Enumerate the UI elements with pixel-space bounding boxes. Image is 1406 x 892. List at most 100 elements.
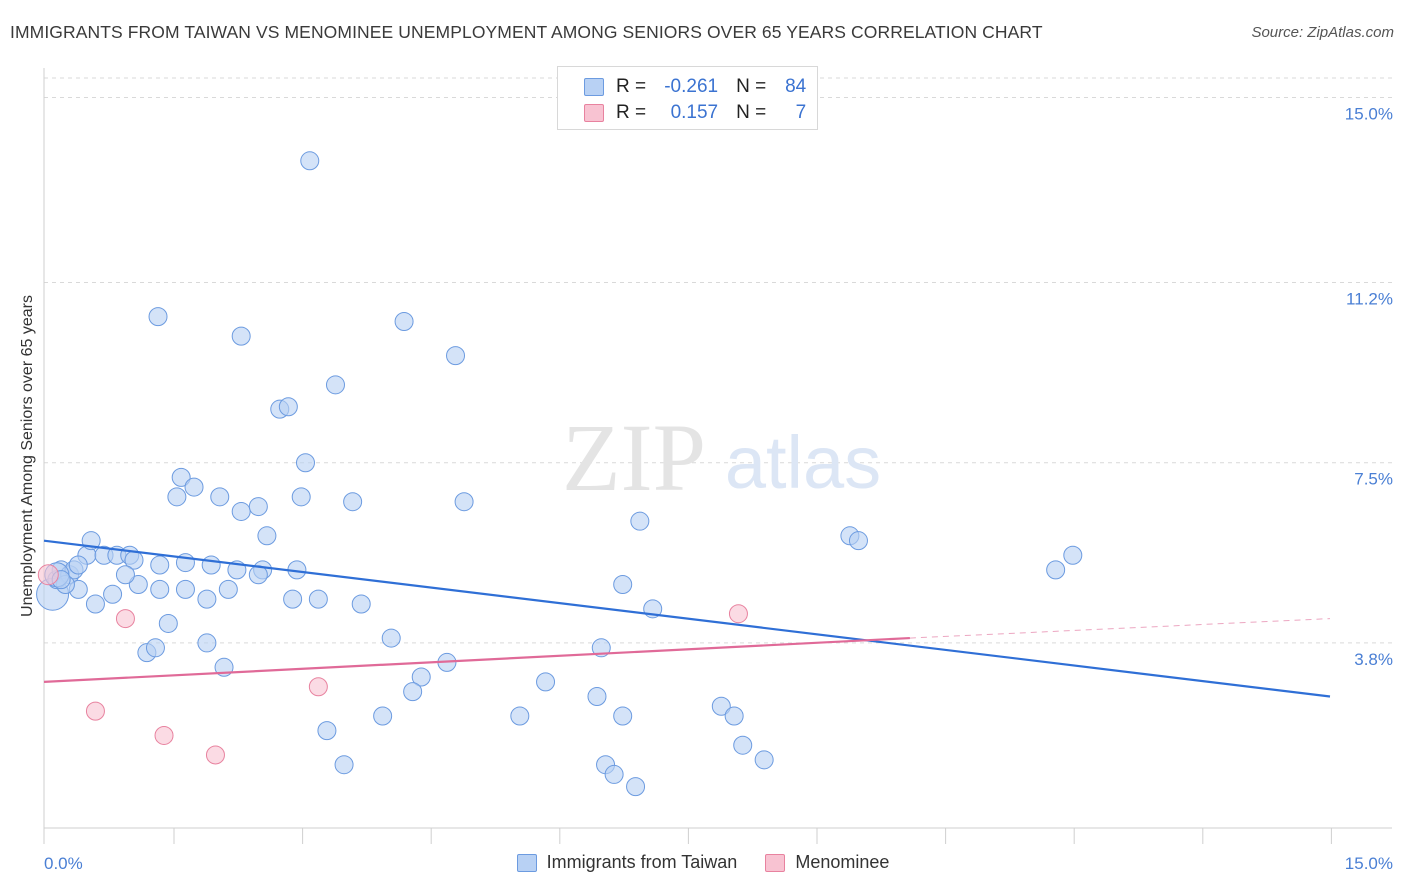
point-taiwan[interactable] (613, 574, 633, 594)
point-taiwan[interactable] (158, 613, 178, 633)
point-menominee[interactable] (728, 604, 748, 624)
watermark-zip: ZIP (562, 404, 706, 511)
point-taiwan[interactable] (334, 755, 354, 775)
point-taiwan[interactable] (626, 777, 646, 797)
legend-swatch-blue (584, 78, 604, 96)
legend-r-value: -0.261 (664, 76, 719, 97)
legend-swatch-pink (765, 853, 786, 872)
point-taiwan[interactable] (197, 589, 217, 609)
stats-legend: R = -0.261 N = 84 R = 0.157 N = 7 (557, 66, 818, 130)
point-taiwan[interactable] (128, 574, 148, 594)
point-taiwan[interactable] (201, 555, 221, 575)
point-taiwan[interactable] (115, 565, 135, 585)
chart-title: IMMIGRANTS FROM TAIWAN VS MENOMINEE UNEM… (10, 22, 1043, 42)
point-taiwan[interactable] (317, 721, 337, 741)
point-taiwan[interactable] (145, 638, 165, 658)
point-taiwan[interactable] (394, 312, 414, 332)
point-taiwan[interactable] (630, 511, 650, 531)
point-taiwan[interactable] (604, 764, 624, 784)
point-taiwan[interactable] (150, 579, 170, 599)
legend-r-label: R = (616, 76, 647, 97)
point-taiwan[interactable] (68, 555, 88, 575)
point-taiwan[interactable] (197, 633, 217, 653)
point-taiwan[interactable] (754, 750, 774, 770)
point-menominee[interactable] (37, 564, 59, 586)
point-taiwan[interactable] (85, 594, 105, 614)
point-layer (36, 151, 1083, 797)
legend-swatch-blue (516, 853, 537, 872)
legend-row-taiwan: R = -0.261 N = 84 (584, 75, 806, 99)
legend-label-taiwan: Immigrants from Taiwan (546, 852, 738, 872)
point-taiwan[interactable] (171, 467, 191, 487)
legend-item-taiwan[interactable]: Immigrants from Taiwan (516, 852, 738, 873)
point-taiwan[interactable] (210, 487, 230, 507)
point-taiwan[interactable] (848, 531, 868, 551)
point-taiwan[interactable] (257, 526, 277, 546)
point-taiwan[interactable] (587, 687, 607, 707)
x-tick-label-max: 15.0% (1345, 854, 1393, 873)
point-taiwan[interactable] (446, 346, 466, 366)
trendline-taiwan (43, 539, 1331, 698)
y-tick-label: 15.0% (1345, 104, 1393, 123)
point-taiwan[interactable] (278, 397, 298, 417)
point-menominee[interactable] (115, 609, 135, 629)
point-taiwan[interactable] (291, 487, 311, 507)
trend-layer (43, 539, 1331, 698)
point-taiwan[interactable] (711, 696, 731, 716)
legend-n-label: N = (736, 76, 767, 97)
point-taiwan[interactable] (248, 497, 268, 517)
legend-n-value: 7 (795, 102, 807, 123)
y-tick-label: 7.5% (1354, 470, 1393, 489)
point-taiwan[interactable] (184, 477, 204, 497)
series-legend: Immigrants from Taiwan Menominee (0, 852, 1406, 873)
point-taiwan[interactable] (218, 579, 238, 599)
axis-layer: 3.8% 7.5% 11.2% 15.0% 0.0% 15.0% (43, 68, 1393, 873)
point-taiwan[interactable] (308, 589, 328, 609)
point-taiwan[interactable] (510, 706, 530, 726)
point-taiwan[interactable] (283, 589, 303, 609)
point-taiwan[interactable] (150, 555, 170, 575)
legend-item-menominee[interactable]: Menominee (765, 852, 889, 873)
point-taiwan[interactable] (148, 307, 168, 327)
point-taiwan[interactable] (351, 594, 371, 614)
source-label: Source: ZipAtlas.com (1251, 24, 1394, 41)
point-menominee[interactable] (85, 701, 105, 721)
point-taiwan[interactable] (325, 375, 345, 395)
point-taiwan[interactable] (454, 492, 474, 512)
point-menominee[interactable] (205, 745, 225, 765)
point-menominee[interactable] (308, 677, 328, 697)
point-taiwan[interactable] (411, 667, 431, 687)
point-taiwan[interactable] (1063, 545, 1083, 565)
point-taiwan[interactable] (613, 706, 633, 726)
legend-label-menominee: Menominee (795, 852, 890, 872)
point-taiwan[interactable] (231, 501, 251, 521)
watermark: ZIP atlas (562, 404, 881, 511)
point-taiwan[interactable] (295, 453, 315, 473)
point-taiwan[interactable] (536, 672, 556, 692)
trendline-menominee-extension (909, 618, 1331, 639)
legend-r-label: R = (616, 102, 647, 123)
legend-n-value: 84 (785, 76, 807, 97)
point-taiwan[interactable] (343, 492, 363, 512)
point-taiwan[interactable] (733, 735, 753, 755)
y-tick-label: 3.8% (1354, 650, 1393, 669)
point-taiwan[interactable] (373, 706, 393, 726)
point-taiwan[interactable] (403, 682, 423, 702)
point-taiwan[interactable] (175, 579, 195, 599)
point-menominee[interactable] (154, 725, 174, 745)
point-taiwan[interactable] (103, 584, 123, 604)
point-taiwan[interactable] (381, 628, 401, 648)
x-tick-label-min: 0.0% (44, 854, 83, 873)
point-taiwan[interactable] (591, 638, 611, 658)
point-taiwan[interactable] (231, 326, 251, 346)
watermark-atlas: atlas (725, 421, 881, 504)
legend-swatch-pink (584, 104, 604, 122)
legend-row-menominee: R = 0.157 N = 7 (584, 101, 806, 125)
legend-n-label: N = (736, 102, 767, 123)
point-taiwan[interactable] (167, 487, 187, 507)
legend-r-value: 0.157 (670, 102, 719, 123)
point-taiwan[interactable] (1046, 560, 1066, 580)
point-taiwan[interactable] (724, 706, 744, 726)
point-taiwan[interactable] (300, 151, 320, 171)
